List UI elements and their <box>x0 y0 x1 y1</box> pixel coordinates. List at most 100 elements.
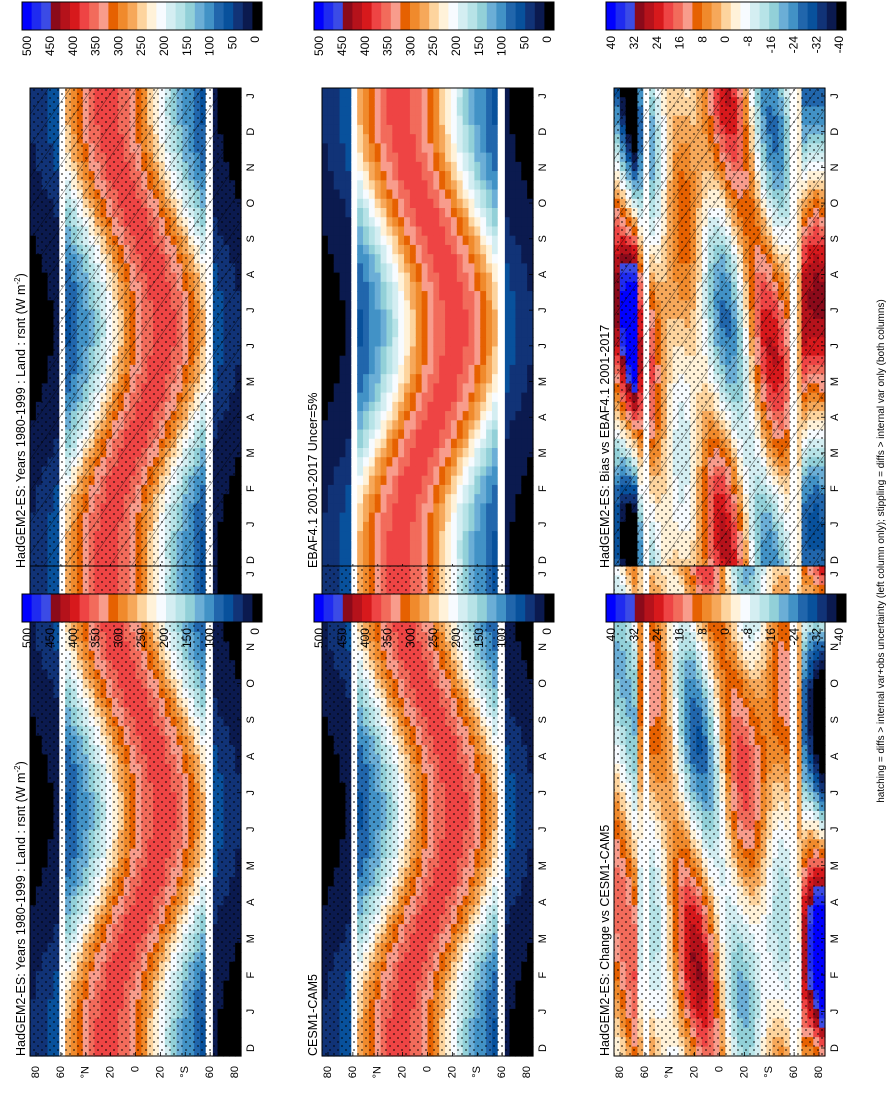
heatmap-cell <box>422 439 428 449</box>
heatmap-cell <box>398 503 404 513</box>
heatmap-cell <box>474 282 480 292</box>
heatmap-cell <box>416 143 422 153</box>
heatmap-cell <box>422 254 428 264</box>
heatmap-cell <box>363 522 369 532</box>
heatmap-cell <box>322 236 328 246</box>
heatmap-cell <box>439 162 445 172</box>
heatmap-cell <box>469 346 475 356</box>
heatmap-cell <box>363 300 369 310</box>
heatmap-cell <box>451 199 457 209</box>
heatmap-cell <box>398 208 404 218</box>
heatmap-cell <box>422 291 428 301</box>
heatmap-cell <box>439 134 445 144</box>
heatmap-cell <box>375 503 381 513</box>
heatmap-cell <box>386 466 392 476</box>
heatmap-cell <box>451 236 457 246</box>
heatmap-cell <box>428 199 434 209</box>
heatmap-cell <box>486 236 492 246</box>
heatmap-cell <box>510 282 516 292</box>
heatmap-cell <box>381 273 387 283</box>
heatmap-cell <box>515 97 521 107</box>
heatmap-cell <box>521 143 527 153</box>
panel-title-end: ) <box>14 273 28 277</box>
heatmap-cell <box>521 134 527 144</box>
heatmap-cell <box>404 513 410 523</box>
heatmap-cell <box>357 106 363 116</box>
heatmap-cell <box>386 356 392 366</box>
heatmap-cell <box>345 291 351 301</box>
heatmap-cell <box>340 374 346 384</box>
heatmap-cell <box>416 273 422 283</box>
heatmap-cell <box>457 162 463 172</box>
heatmap-cell <box>486 319 492 329</box>
heatmap-cell <box>351 291 357 301</box>
heatmap-cell <box>328 513 334 523</box>
heatmap-cell <box>445 402 451 412</box>
heatmap-cell <box>428 190 434 200</box>
heatmap-cell <box>463 125 469 135</box>
heatmap-cell <box>340 319 346 329</box>
heatmap-cell <box>416 346 422 356</box>
heatmap-cell <box>404 485 410 495</box>
heatmap-cell <box>492 411 498 421</box>
heatmap-cell <box>381 485 387 495</box>
heatmap-cell <box>469 190 475 200</box>
heatmap-cell <box>433 199 439 209</box>
heatmap-cell <box>404 540 410 550</box>
heatmap-cell <box>328 439 334 449</box>
heatmap-cell <box>328 393 334 403</box>
heatmap-cell <box>480 125 486 135</box>
heatmap-cell <box>322 190 328 200</box>
heatmap-cell <box>457 263 463 273</box>
heatmap-cell <box>392 199 398 209</box>
heatmap-cell <box>334 226 340 236</box>
heatmap-cell <box>445 245 451 255</box>
heatmap-cell <box>404 476 410 486</box>
heatmap-cell <box>410 365 416 375</box>
heatmap-cell <box>428 439 434 449</box>
heatmap-cell <box>410 162 416 172</box>
heatmap-cell <box>451 503 457 513</box>
heatmap-cell <box>457 319 463 329</box>
heatmap-cell <box>410 300 416 310</box>
heatmap-cell <box>375 448 381 458</box>
heatmap-cell <box>351 328 357 338</box>
heatmap-cell <box>463 97 469 107</box>
heatmap-cell <box>428 513 434 523</box>
heatmap-cell <box>375 356 381 366</box>
heatmap-cell <box>328 383 334 393</box>
heatmap-cell <box>492 180 498 190</box>
heatmap-cell <box>340 430 346 440</box>
heatmap-cell <box>398 217 404 227</box>
heatmap-cell <box>469 550 475 560</box>
month-tick-label: N <box>245 163 257 171</box>
heatmap-cell <box>392 106 398 116</box>
heatmap-cell <box>474 503 480 513</box>
heatmap-cell <box>492 522 498 532</box>
heatmap-cell <box>398 337 404 347</box>
heatmap-cell <box>357 420 363 430</box>
heatmap-cell <box>351 476 357 486</box>
heatmap-cell <box>474 143 480 153</box>
heatmap-cell <box>492 134 498 144</box>
heatmap-cell <box>428 153 434 163</box>
heatmap-cell <box>428 383 434 393</box>
heatmap-cell <box>369 171 375 181</box>
heatmap-cell <box>457 513 463 523</box>
heatmap-cell <box>469 88 475 98</box>
heatmap-cell <box>510 273 516 283</box>
heatmap-cell <box>457 171 463 181</box>
heatmap-cell <box>474 522 480 532</box>
heatmap-cell <box>334 134 340 144</box>
heatmap-cell <box>404 319 410 329</box>
heatmap-cell <box>357 143 363 153</box>
heatmap-cell <box>416 356 422 366</box>
heatmap-cell <box>328 143 334 153</box>
heatmap-cell <box>375 236 381 246</box>
heatmap-cell <box>433 153 439 163</box>
heatmap-cell <box>357 180 363 190</box>
heatmap-cell <box>445 88 451 98</box>
heatmap-cell <box>369 254 375 264</box>
heatmap-cell <box>351 162 357 172</box>
heatmap-cell <box>486 97 492 107</box>
